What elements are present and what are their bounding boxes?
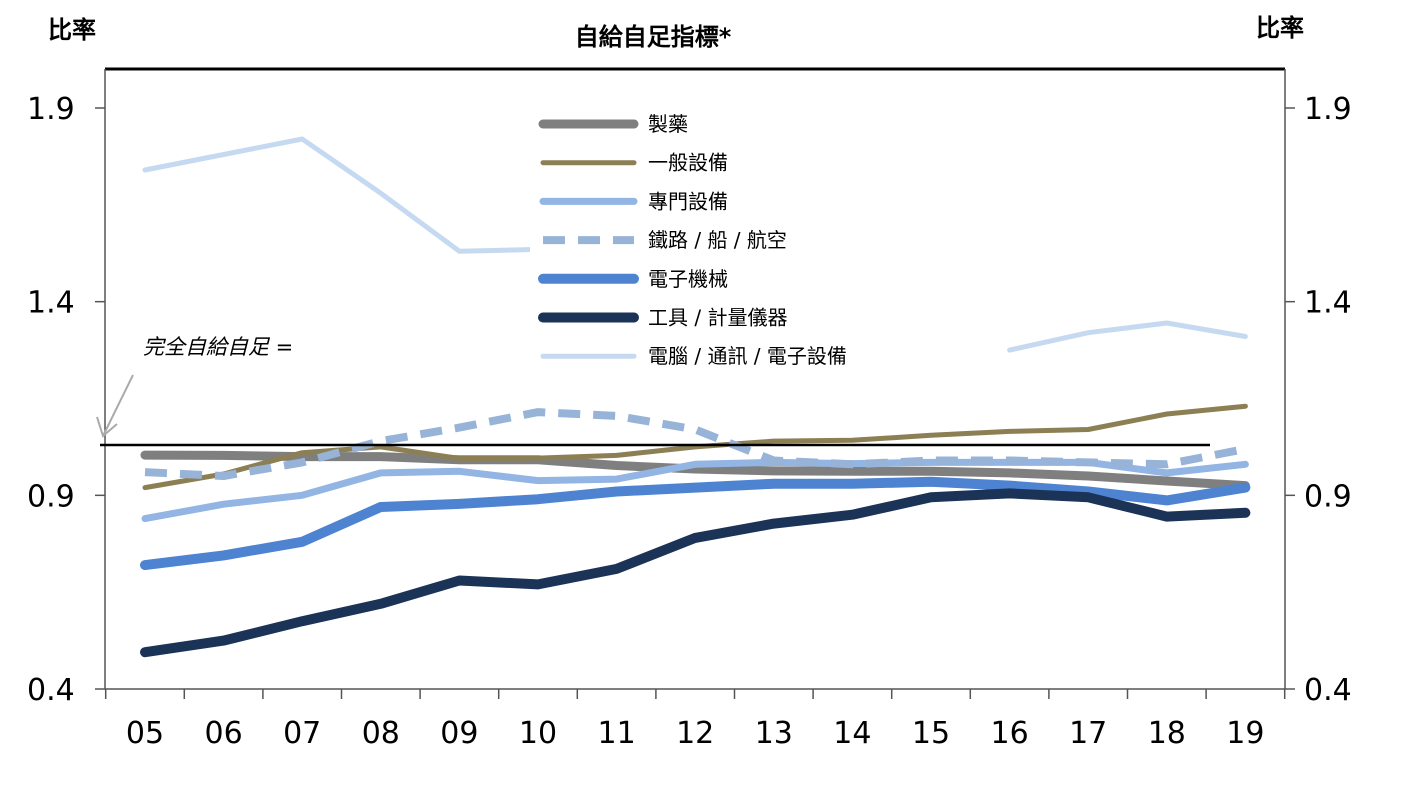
y-tick-label-right: 1.9 <box>1304 92 1352 127</box>
x-tick-label: 14 <box>833 716 871 751</box>
y-tick-label-left: 0.9 <box>27 479 75 514</box>
x-tick-label: 05 <box>126 716 164 751</box>
legend-label: 電子機械 <box>648 267 728 291</box>
x-tick-label: 17 <box>1069 716 1107 751</box>
axis-ticks: 05 06 07 08 09 10 11 12 13 14 15 16 17 18 19 1.9 1.9 1.4 1… <box>27 92 1352 751</box>
chart-title: 自給自足指標* <box>575 23 732 51</box>
reference-arrow <box>96 374 134 438</box>
y-tick-label-left: 1.9 <box>27 92 75 127</box>
x-tick-label: 19 <box>1226 716 1264 751</box>
y-tick-label-right: 0.9 <box>1304 479 1352 514</box>
x-tick-label: 10 <box>519 716 557 751</box>
x-tick-label: 09 <box>440 716 478 751</box>
legend-label: 一般設備 <box>648 151 728 175</box>
x-tick-label: 08 <box>362 716 400 751</box>
x-tick-label: 18 <box>1148 716 1186 751</box>
x-tick-label: 12 <box>676 716 714 751</box>
series-line-2 <box>142 403 1248 491</box>
legend-label: 電腦 / 通訊 / 電子設備 <box>648 344 847 368</box>
x-tick-label: 06 <box>205 716 243 751</box>
y-axis-label-left: 比率 <box>48 16 96 44</box>
y-tick-label-right: 1.4 <box>1304 286 1352 321</box>
x-tick-label: 11 <box>598 716 636 751</box>
reference-line-label: 完全自給自足 = <box>143 335 293 359</box>
series-line-4 <box>144 408 1247 480</box>
legend-label: 專門設備 <box>648 189 728 213</box>
series-line-5 <box>140 476 1251 571</box>
x-tick-label: 13 <box>755 716 793 751</box>
legend-label: 工具 / 計量儀器 <box>648 306 787 330</box>
series-line-7 <box>1007 320 1248 353</box>
y-axis-label-right: 比率 <box>1256 14 1304 42</box>
legend-label: 製藥 <box>648 112 688 136</box>
x-tick-label: 15 <box>912 716 950 751</box>
series-line-6 <box>140 488 1251 658</box>
x-tick-label: 16 <box>991 716 1029 751</box>
series-layer <box>140 136 1251 658</box>
x-tick-label: 07 <box>283 716 321 751</box>
y-tick-label-left: 1.4 <box>27 286 75 321</box>
y-tick-label-right: 0.4 <box>1304 673 1352 708</box>
legend-label: 鐵路 / 船 / 航空 <box>648 228 787 252</box>
y-tick-label-left: 0.4 <box>27 673 75 708</box>
